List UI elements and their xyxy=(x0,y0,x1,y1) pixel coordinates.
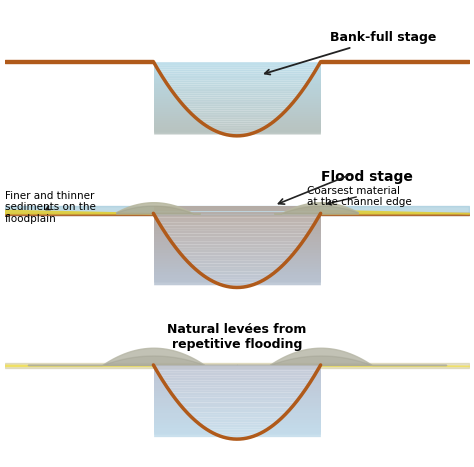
Text: Finer and thinner
sediments on the
floodplain: Finer and thinner sediments on the flood… xyxy=(5,191,96,224)
Text: Coarsest material
at the channel edge: Coarsest material at the channel edge xyxy=(307,185,411,207)
Text: Flood stage: Flood stage xyxy=(320,170,412,184)
Text: Natural levées from
repetitive flooding: Natural levées from repetitive flooding xyxy=(167,323,307,351)
Text: Bank-full stage: Bank-full stage xyxy=(265,31,436,75)
